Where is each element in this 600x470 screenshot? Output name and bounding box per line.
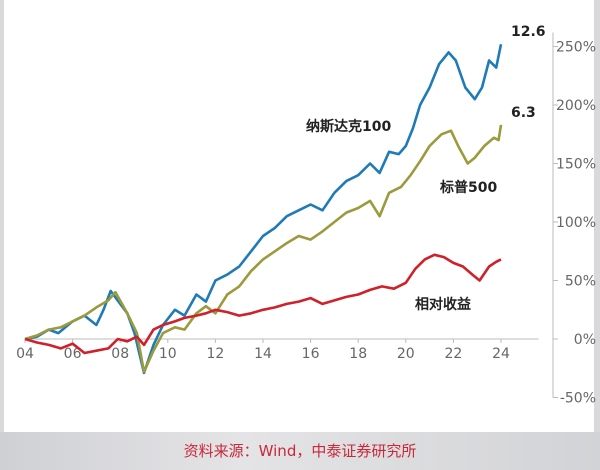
end-value-label-0: 12.6	[511, 24, 546, 40]
chart-panel	[4, 0, 594, 432]
x-tick-label: 20	[397, 346, 415, 362]
y-tick-label: 0%	[574, 332, 596, 348]
series-annotation-0: 纳斯达克100	[306, 118, 391, 135]
y-tick-label: -50%	[560, 391, 596, 407]
x-tick-label: 22	[444, 346, 462, 362]
series-line-2	[24, 253, 502, 355]
x-tick-label: 24	[492, 346, 510, 362]
y-tick-label: 250%	[556, 40, 596, 56]
end-value-label-1: 6.3	[511, 105, 536, 121]
y-tick-label: 100%	[556, 215, 596, 231]
y-tick-label: 200%	[556, 98, 596, 114]
y-tick-label: 50%	[565, 274, 596, 290]
series-line-1	[24, 124, 503, 374]
footer-background	[0, 432, 600, 470]
y-tick-label: 150%	[556, 157, 596, 173]
series-annotation-2: 相对收益	[415, 296, 471, 313]
x-tick-label: 14	[254, 346, 272, 362]
x-tick-label: 16	[302, 346, 320, 362]
x-tick-label: 10	[159, 346, 177, 362]
x-tick-label: 18	[349, 346, 367, 362]
series-line-0	[24, 43, 503, 375]
series-annotation-1: 标普500	[439, 179, 497, 196]
x-tick-label: 04	[16, 346, 34, 362]
x-tick-label: 06	[64, 346, 82, 362]
source-note: 资料来源：Wind，中泰证券研究所	[183, 442, 417, 460]
x-tick-label: 12	[206, 346, 224, 362]
x-tick-label: 08	[111, 346, 129, 362]
